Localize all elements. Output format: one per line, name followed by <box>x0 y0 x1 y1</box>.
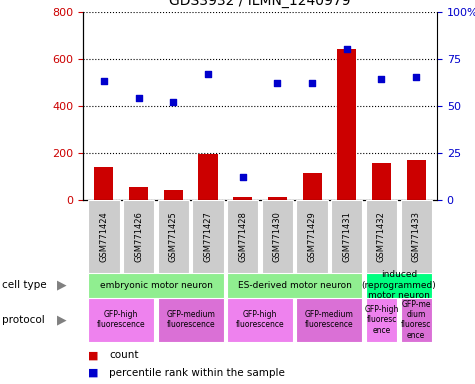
Text: GFP-medium
fluorescence: GFP-medium fluorescence <box>305 310 354 329</box>
Point <box>378 76 385 82</box>
Text: cell type: cell type <box>2 280 47 290</box>
Bar <box>366 298 397 342</box>
Text: GSM771433: GSM771433 <box>412 211 421 262</box>
Bar <box>88 200 120 273</box>
Bar <box>129 187 148 200</box>
Bar <box>123 200 154 273</box>
Text: GFP-high
fluoresc
ence: GFP-high fluoresc ence <box>364 305 399 334</box>
Text: GFP-high
fluorescence: GFP-high fluorescence <box>97 310 146 329</box>
Text: GFP-medium
fluorescence: GFP-medium fluorescence <box>166 310 215 329</box>
Point <box>239 174 247 180</box>
Text: induced
(reprogrammed)
motor neuron: induced (reprogrammed) motor neuron <box>361 270 436 300</box>
Text: embryonic motor neuron: embryonic motor neuron <box>100 281 212 290</box>
Text: ▶: ▶ <box>57 279 67 291</box>
Bar <box>158 298 224 342</box>
Point <box>135 95 142 101</box>
Bar <box>366 273 432 298</box>
Text: GSM771428: GSM771428 <box>238 211 247 262</box>
Bar <box>233 197 252 200</box>
Point <box>343 46 351 52</box>
Text: ■: ■ <box>88 350 98 360</box>
Text: ES-derived motor neuron: ES-derived motor neuron <box>238 281 352 290</box>
Bar <box>400 200 432 273</box>
Bar <box>337 49 356 200</box>
Text: GSM771430: GSM771430 <box>273 211 282 262</box>
Point <box>308 80 316 86</box>
Point <box>170 99 177 105</box>
Point <box>274 80 281 86</box>
Point <box>100 78 108 84</box>
Point <box>204 71 212 77</box>
Bar <box>372 163 391 200</box>
Bar <box>199 154 218 200</box>
Text: GSM771424: GSM771424 <box>99 211 108 262</box>
Bar <box>268 197 287 200</box>
Text: GSM771425: GSM771425 <box>169 211 178 262</box>
Text: GFP-me
dium
fluoresc
ence: GFP-me dium fluoresc ence <box>401 300 431 340</box>
Bar <box>400 298 432 342</box>
Bar <box>296 298 362 342</box>
Title: GDS3932 / ILMN_1240979: GDS3932 / ILMN_1240979 <box>169 0 351 8</box>
Bar <box>227 273 362 298</box>
Bar <box>366 200 397 273</box>
Text: GSM771427: GSM771427 <box>203 211 212 262</box>
Bar <box>227 200 258 273</box>
Bar <box>331 200 362 273</box>
Bar <box>158 200 189 273</box>
Text: ■: ■ <box>88 367 98 377</box>
Point <box>412 74 420 81</box>
Bar <box>192 200 224 273</box>
Bar <box>227 298 293 342</box>
Text: GSM771429: GSM771429 <box>308 211 317 262</box>
Bar <box>262 200 293 273</box>
Text: GSM771431: GSM771431 <box>342 211 352 262</box>
Bar <box>95 167 114 200</box>
Text: protocol: protocol <box>2 314 45 325</box>
Bar <box>407 160 426 200</box>
Bar <box>88 298 154 342</box>
Text: ▶: ▶ <box>57 313 67 326</box>
Text: GSM771426: GSM771426 <box>134 211 143 262</box>
Bar <box>303 173 322 200</box>
Bar <box>164 190 183 200</box>
Text: percentile rank within the sample: percentile rank within the sample <box>109 367 285 377</box>
Bar <box>296 200 328 273</box>
Text: GFP-high
fluorescence: GFP-high fluorescence <box>236 310 285 329</box>
Text: count: count <box>109 350 139 360</box>
Text: GSM771432: GSM771432 <box>377 211 386 262</box>
Bar <box>88 273 224 298</box>
